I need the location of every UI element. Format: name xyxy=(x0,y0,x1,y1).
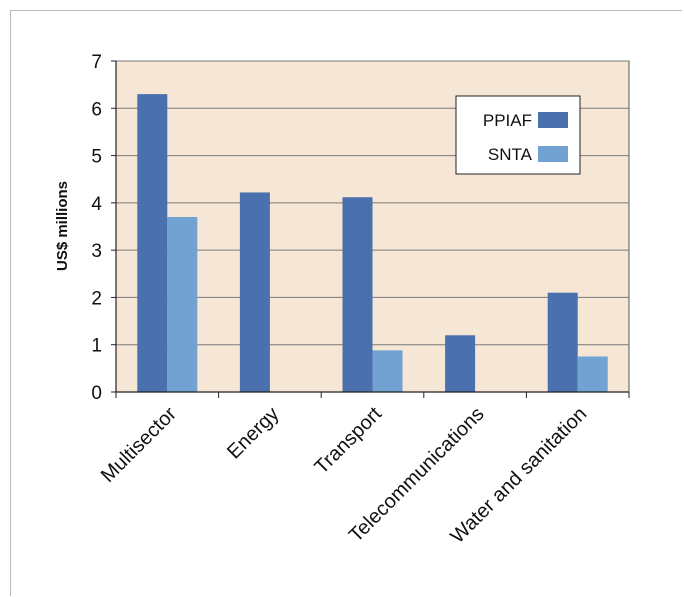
bar-ppiaf-energy xyxy=(239,192,270,392)
legend-label-snta: SNTA xyxy=(488,145,533,164)
y-ticks: 0 1 2 3 4 5 6 7 xyxy=(91,52,102,404)
bar-snta-water-and-sanitation xyxy=(577,356,608,392)
bar-snta-multisector xyxy=(167,217,198,392)
legend-swatch-snta xyxy=(538,146,568,162)
figure-frame xyxy=(10,10,682,596)
bar-ppiaf-telecommunications xyxy=(445,335,476,392)
bar-snta-transport xyxy=(372,350,403,392)
legend: PPIAF SNTA xyxy=(455,95,581,175)
x-ticks: Multisector Energy TransportTelecommunicat… xyxy=(97,403,591,548)
y-tick-label: 2 xyxy=(91,288,102,309)
x-tick-label: Energy xyxy=(223,403,283,463)
bar-ppiaf-multisector xyxy=(137,94,168,392)
y-tick-label: 7 xyxy=(91,52,102,73)
legend-label-ppiaf: PPIAF xyxy=(483,111,532,130)
y-tick-label: 3 xyxy=(91,241,102,262)
y-tick-label: 0 xyxy=(91,383,102,404)
x-tick-label: Transport xyxy=(310,403,386,479)
x-tick-label: Multisector xyxy=(97,403,181,487)
y-tick-label: 6 xyxy=(91,99,102,120)
axes xyxy=(111,60,630,398)
bars xyxy=(137,94,608,392)
legend-swatch-ppiaf xyxy=(538,112,568,128)
y-axis-label: US$ millions xyxy=(54,181,71,271)
y-tick-label: 5 xyxy=(91,147,102,168)
bar-ppiaf-transport xyxy=(342,197,373,392)
bar-ppiaf-water-and-sanitation xyxy=(547,292,578,392)
y-tick-label: 1 xyxy=(91,336,102,357)
y-tick-label: 4 xyxy=(91,194,102,215)
